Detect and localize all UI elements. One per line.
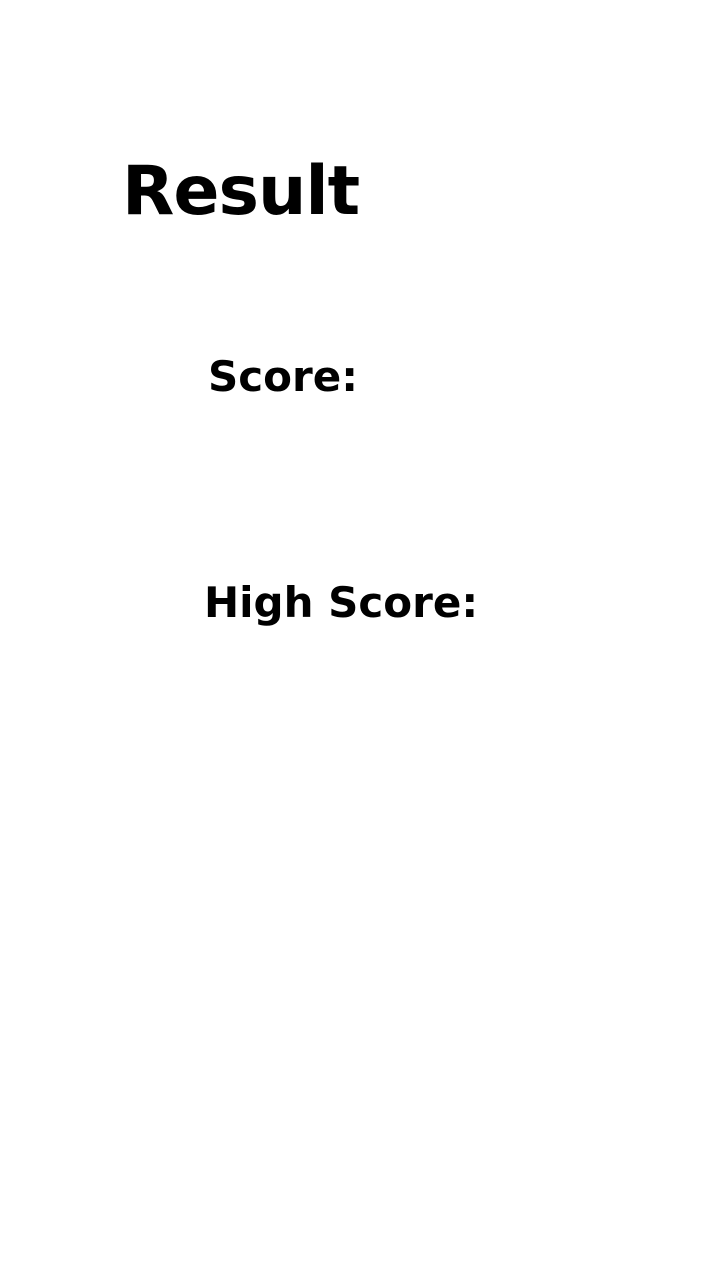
score-label: Score: — [208, 352, 358, 401]
high-score-label: High Score: — [204, 578, 479, 627]
result-title: Result — [122, 152, 360, 231]
